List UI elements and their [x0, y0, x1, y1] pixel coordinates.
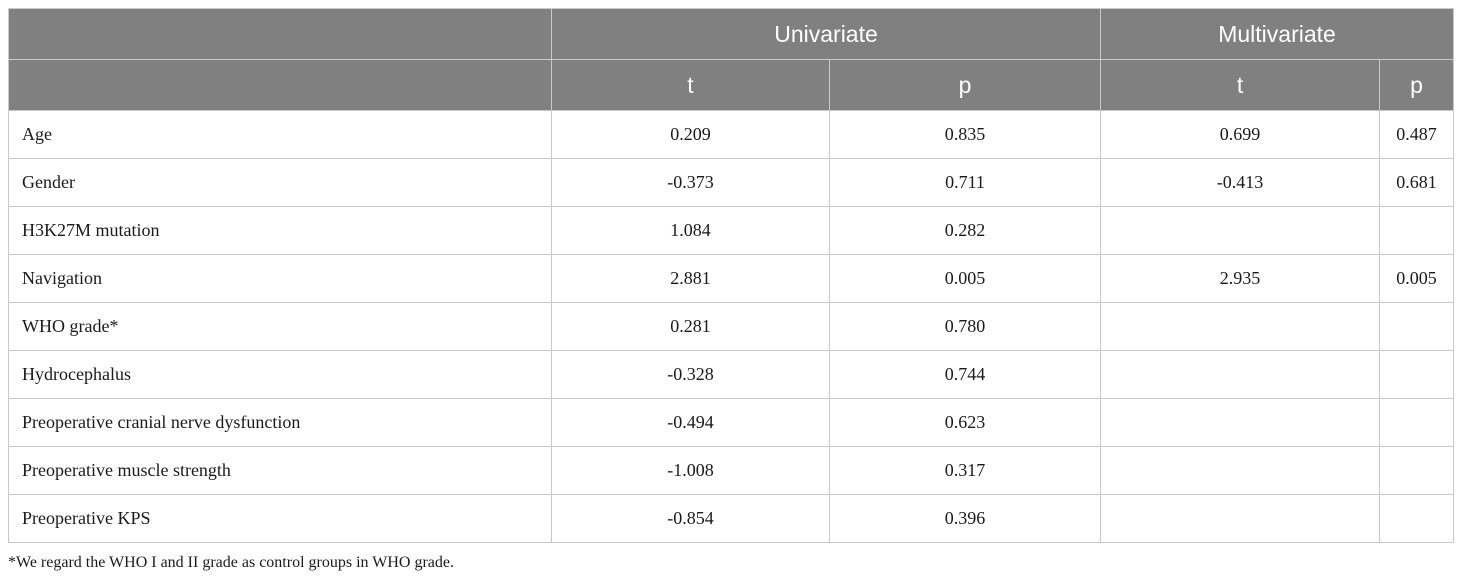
multivariate-p-cell	[1379, 494, 1455, 543]
table-row: Gender -0.373 0.711 -0.413 0.681	[8, 158, 1455, 207]
results-table-container: Univariate Multivariate t p t p Age 0.20…	[8, 8, 1455, 543]
univariate-t-cell: 1.084	[551, 206, 830, 255]
table-row: Preoperative cranial nerve dysfunction -…	[8, 398, 1455, 447]
univariate-t-cell: 2.881	[551, 254, 830, 303]
header-univariate: Univariate	[550, 8, 1102, 60]
multivariate-t-cell	[1100, 494, 1381, 543]
row-label: WHO grade*	[8, 302, 552, 351]
univariate-p-cell: 0.317	[828, 446, 1102, 495]
header-blank	[8, 8, 552, 60]
univariate-p-cell: 0.396	[828, 494, 1102, 543]
multivariate-p-cell	[1379, 206, 1455, 255]
univariate-t-cell: -0.328	[551, 350, 830, 399]
univariate-t-cell: -0.373	[551, 158, 830, 207]
multivariate-t-cell	[1100, 350, 1381, 399]
subheader-multivariate-p: p	[1379, 59, 1455, 111]
row-label: Hydrocephalus	[8, 350, 552, 399]
univariate-p-cell: 0.780	[828, 302, 1102, 351]
row-label: Gender	[8, 158, 552, 207]
univariate-p-cell: 0.835	[828, 110, 1102, 159]
univariate-t-cell: -0.854	[551, 494, 830, 543]
table-row: WHO grade* 0.281 0.780	[8, 302, 1455, 351]
univariate-p-cell: 0.623	[828, 398, 1102, 447]
multivariate-p-cell: 0.681	[1379, 158, 1455, 207]
univariate-t-cell: 0.209	[551, 110, 830, 159]
subheader-blank	[8, 59, 552, 111]
multivariate-t-cell	[1100, 302, 1381, 351]
multivariate-p-cell	[1379, 446, 1455, 495]
multivariate-t-cell	[1100, 446, 1381, 495]
row-label: Age	[8, 110, 552, 159]
table-row: Age 0.209 0.835 0.699 0.487	[8, 110, 1455, 159]
multivariate-p-cell: 0.487	[1379, 110, 1455, 159]
table-row: Navigation 2.881 0.005 2.935 0.005	[8, 254, 1455, 303]
multivariate-p-cell	[1379, 398, 1455, 447]
table-row: H3K27M mutation 1.084 0.282	[8, 206, 1455, 255]
multivariate-t-cell: 2.935	[1100, 254, 1381, 303]
univariate-p-cell: 0.005	[828, 254, 1102, 303]
subheader-univariate-t: t	[551, 59, 830, 111]
row-label: Preoperative cranial nerve dysfunction	[8, 398, 552, 447]
multivariate-t-cell	[1100, 398, 1381, 447]
row-label: H3K27M mutation	[8, 206, 552, 255]
univariate-t-cell: -0.494	[551, 398, 830, 447]
multivariate-p-cell: 0.005	[1379, 254, 1455, 303]
table-row: Preoperative muscle strength -1.008 0.31…	[8, 446, 1455, 495]
univariate-p-cell: 0.711	[828, 158, 1102, 207]
row-label: Preoperative muscle strength	[8, 446, 552, 495]
table-footnote: *We regard the WHO I and II grade as con…	[8, 554, 454, 571]
multivariate-p-cell	[1379, 350, 1455, 399]
multivariate-t-cell	[1100, 206, 1381, 255]
table-row: Preoperative KPS -0.854 0.396	[8, 494, 1455, 543]
table-row: Hydrocephalus -0.328 0.744	[8, 350, 1455, 399]
univariate-t-cell: 0.281	[551, 302, 830, 351]
row-label: Navigation	[8, 254, 552, 303]
univariate-t-cell: -1.008	[551, 446, 830, 495]
group-header-row: Univariate Multivariate	[8, 8, 1455, 60]
row-label: Preoperative KPS	[8, 494, 552, 543]
header-multivariate: Multivariate	[1100, 8, 1455, 60]
multivariate-t-cell: -0.413	[1100, 158, 1381, 207]
multivariate-t-cell: 0.699	[1100, 110, 1381, 159]
subheader-univariate-p: p	[828, 59, 1102, 111]
univariate-p-cell: 0.282	[828, 206, 1102, 255]
subheader-multivariate-t: t	[1100, 59, 1381, 111]
sub-header-row: t p t p	[8, 59, 1455, 111]
univariate-p-cell: 0.744	[828, 350, 1102, 399]
multivariate-p-cell	[1379, 302, 1455, 351]
regression-results-table: Univariate Multivariate t p t p Age 0.20…	[8, 8, 1455, 543]
